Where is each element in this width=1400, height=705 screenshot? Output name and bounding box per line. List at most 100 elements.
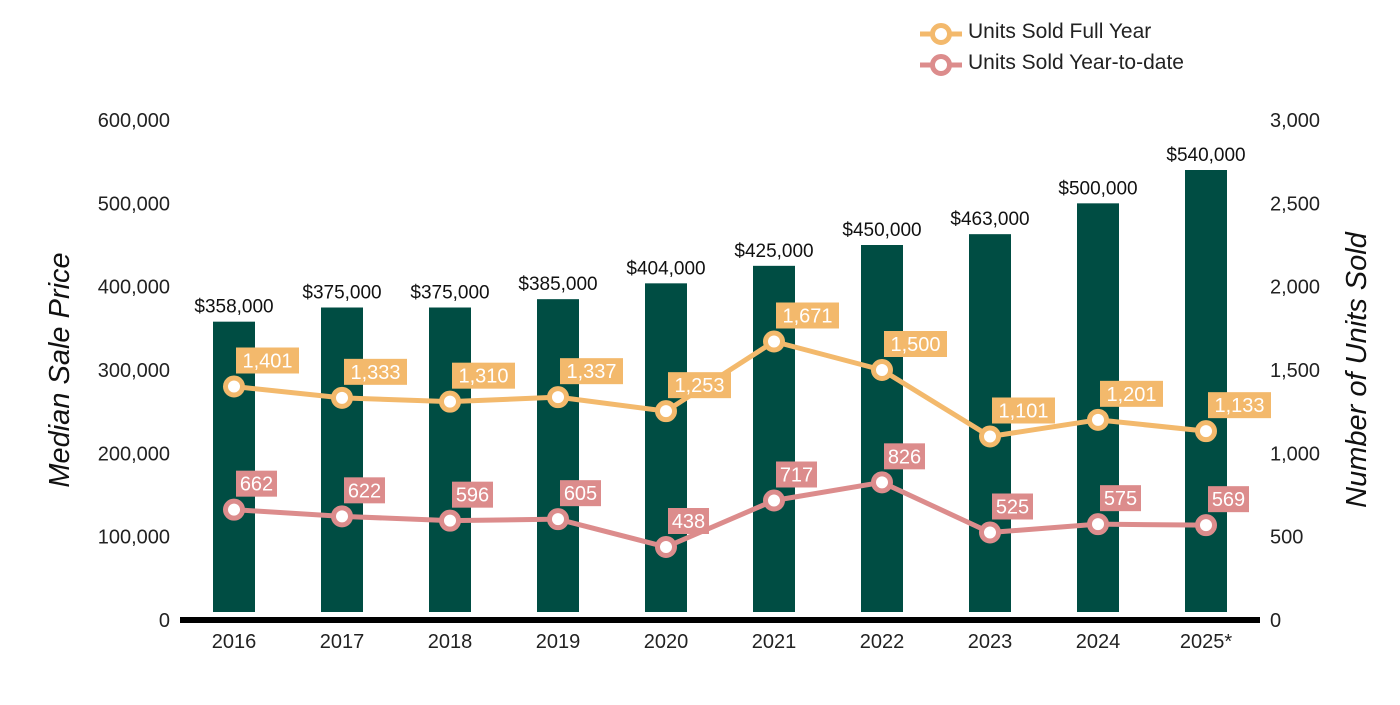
series-1-label-2016: 662 xyxy=(240,474,273,496)
series-0-label-box-2024 xyxy=(1100,380,1163,407)
series-0-label-2024: 1,201 xyxy=(1106,384,1156,406)
series-0-point-2018 xyxy=(439,390,461,413)
series-1-point-2023 xyxy=(979,521,1001,544)
series-1-label-2022: 826 xyxy=(888,446,921,468)
series-0-label-box-2020 xyxy=(668,372,731,399)
series-0-point-2022 xyxy=(871,359,893,381)
bar-2018 xyxy=(429,307,471,612)
series-0-label-2022: 1,500 xyxy=(890,334,940,356)
bar-2022 xyxy=(861,245,903,612)
series-1-point-2021 xyxy=(763,489,785,512)
x-tick-2017: 2017 xyxy=(320,631,365,653)
y-tick-6: 600,000 xyxy=(98,110,170,132)
y2-tick-6: 3,000 xyxy=(1270,110,1320,132)
series-0-point-2017 xyxy=(331,386,353,409)
bar-label-2018: $375,000 xyxy=(410,283,489,304)
series-0-label-2020: 1,253 xyxy=(674,375,724,397)
x-tick-2019: 2019 xyxy=(536,631,581,653)
x-tick-2024: 2024 xyxy=(1076,631,1121,653)
series-1-label-box-2024 xyxy=(1100,485,1141,512)
series-1-label-box-2025* xyxy=(1208,486,1249,513)
axes-layer: 2016 2017 2018 2019 2020 2021 2022 2023 2024 2025… xyxy=(44,110,1373,653)
bar-label-2022: $450,000 xyxy=(842,220,921,241)
series-1-label-box-2017 xyxy=(344,477,385,504)
x-tick-2018: 2018 xyxy=(428,631,473,653)
bar-2019 xyxy=(537,299,579,612)
series-1-label-box-2016 xyxy=(236,470,277,497)
series-0-label-box-2021 xyxy=(776,302,839,329)
y2-tick-0: 0 xyxy=(1270,610,1281,632)
series-1-label-2019: 605 xyxy=(564,483,597,505)
series-1-label-2018: 596 xyxy=(456,485,489,507)
bar-2017 xyxy=(321,307,363,612)
bar-2024 xyxy=(1077,203,1119,613)
x-tick-2023: 2023 xyxy=(968,631,1013,653)
series-1-label-2017: 622 xyxy=(348,480,381,502)
series-1-label-2024: 575 xyxy=(1104,488,1137,510)
series-1-point-2020 xyxy=(655,536,677,558)
x-tick-2016: 2016 xyxy=(212,631,257,653)
bar-label-2024: $500,000 xyxy=(1058,178,1137,199)
series-1-label-box-2021 xyxy=(776,461,817,488)
series-0-point-2025* xyxy=(1195,420,1217,443)
series-1-label-box-2019 xyxy=(560,480,601,507)
series-1-label-2020: 438 xyxy=(672,511,705,533)
series-0-point-2019 xyxy=(547,386,569,409)
series-1-label-box-2022 xyxy=(884,443,925,470)
series-0-label-box-2018 xyxy=(452,362,515,389)
y2-tick-4: 2,000 xyxy=(1270,277,1320,299)
series-0-point-2020 xyxy=(655,400,677,423)
y-tick-0: 0 xyxy=(159,610,170,632)
series-0-point-2023 xyxy=(979,425,1001,448)
bar-label-2021: $425,000 xyxy=(734,241,813,262)
x-tick-2021: 2021 xyxy=(752,631,797,653)
series-0-label-2019: 1,337 xyxy=(566,361,616,383)
legend-marker-ytd xyxy=(920,54,962,76)
bar-label-2019: $385,000 xyxy=(518,274,597,295)
series-0-label-2023: 1,101 xyxy=(998,401,1048,423)
x-tick-2025*: 2025* xyxy=(1180,631,1232,653)
series-1-label-box-2018 xyxy=(452,481,493,508)
x-tick-2022: 2022 xyxy=(860,631,905,653)
series-0-point-2016 xyxy=(223,375,245,398)
series-1-label-box-2023 xyxy=(992,493,1033,520)
series-0-point-2021 xyxy=(763,330,785,353)
y-tick-4: 400,000 xyxy=(98,277,170,299)
series-0-label-2018: 1,310 xyxy=(458,366,508,388)
y2-axis-title: Number of Units Sold xyxy=(1341,231,1373,507)
bar-label-2023: $463,000 xyxy=(950,209,1029,230)
series-1-point-2018 xyxy=(439,509,461,532)
x-tick-2020: 2020 xyxy=(644,631,689,653)
series-1-point-2025* xyxy=(1195,514,1217,537)
series-1-label-2023: 525 xyxy=(996,497,1029,519)
series-1-label-2025*: 569 xyxy=(1212,489,1245,511)
lines-layer: 1,401 1,333 1,310 1,337 1,253 1,671 1,500 1,101… xyxy=(223,302,1271,558)
series-0-label-2016: 1,401 xyxy=(242,351,292,373)
legend-label-full-year: Units Sold Full Year xyxy=(968,20,1152,43)
y-tick-3: 300,000 xyxy=(98,360,170,382)
y2-tick-1: 500 xyxy=(1270,527,1303,549)
bar-2025* xyxy=(1185,170,1227,612)
bar-labels-layer: $358,000 $375,000 $375,000 $385,000 $404,000… xyxy=(194,145,1245,318)
y-tick-5: 500,000 xyxy=(98,193,170,215)
y-tick-1: 100,000 xyxy=(98,527,170,549)
bar-label-2025*: $540,000 xyxy=(1166,145,1245,166)
y2-tick-3: 1,500 xyxy=(1270,360,1320,382)
series-0-label-2017: 1,333 xyxy=(350,362,400,384)
series-0-label-2021: 1,671 xyxy=(782,306,832,328)
y-axis-title: Median Sale Price xyxy=(44,252,76,487)
series-0-label-box-2019 xyxy=(560,358,623,385)
y2-tick-5: 2,500 xyxy=(1270,193,1320,215)
series-0-label-2025*: 1,133 xyxy=(1214,395,1264,417)
series-1-point-2017 xyxy=(331,505,353,528)
bar-label-2016: $358,000 xyxy=(194,297,273,318)
series-1-point-2019 xyxy=(547,508,569,531)
legend-marker-full-year xyxy=(920,23,962,45)
series-1-point-2016 xyxy=(223,498,245,521)
y2-tick-2: 1,000 xyxy=(1270,443,1320,465)
series-1-label-2021: 717 xyxy=(780,465,813,487)
bar-label-2020: $404,000 xyxy=(626,258,705,279)
bar-label-2017: $375,000 xyxy=(302,283,381,304)
